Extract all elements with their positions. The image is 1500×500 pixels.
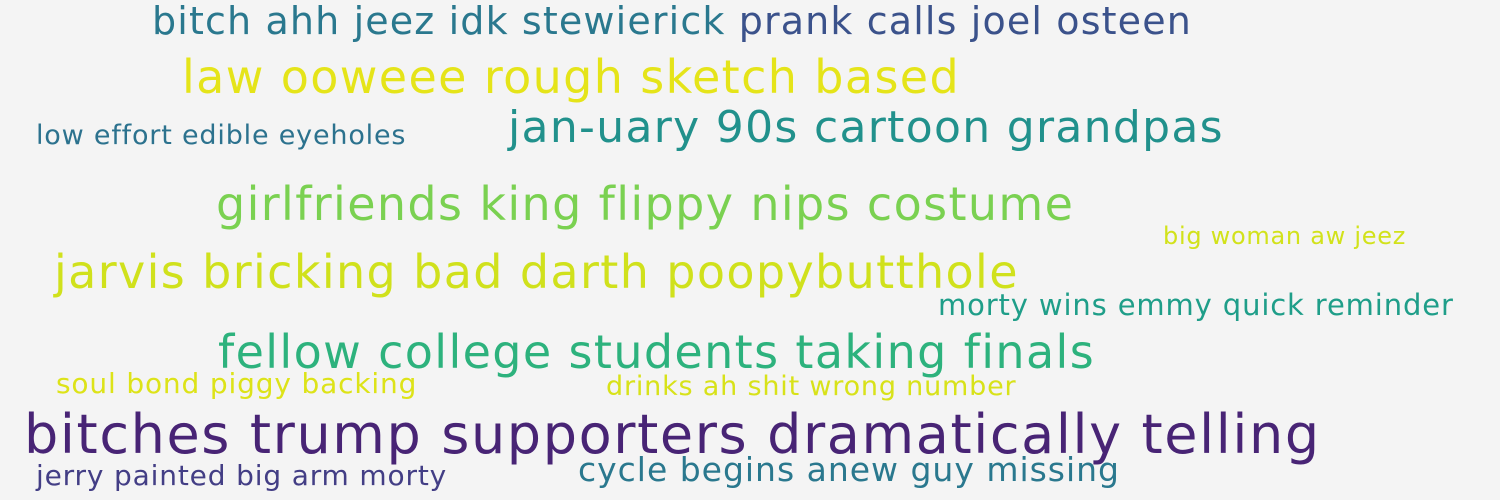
phrase-fellow-college: fellow college students taking finals: [218, 325, 1096, 379]
phrase-bitches-trump: bitches trump supporters dramatically te…: [24, 403, 1321, 466]
phrase-law-ooweee: law ooweee rough sketch based: [182, 50, 961, 104]
phrase-soul-bond: soul bond piggy backing: [56, 367, 418, 400]
phrase-stewierick-prank-calls: bitch ahh jeez idk stewierick prank call…: [152, 2, 1192, 40]
phrase-morty-wins: morty wins emmy quick reminder: [938, 288, 1454, 322]
phrase-girlfriends-king: girlfriends king flippy nips costume: [216, 177, 1075, 231]
phrase-jerry-painted: jerry painted big arm morty: [36, 459, 448, 492]
phrase-jarvis-bricking: jarvis bricking bad darth poopybutthole: [54, 245, 1019, 299]
phrase-cycle-begins: cycle begins anew guy missing: [578, 450, 1120, 489]
phrase-jan-uary: jan-uary 90s cartoon grandpas: [508, 102, 1224, 153]
phrase-low-effort: low effort edible eyeholes: [36, 120, 407, 151]
phrase-part-joel-osteen: prank calls joel osteen: [738, 0, 1192, 43]
phrase-big-woman: big woman aw jeez: [1163, 222, 1407, 250]
phrase-drinks-ah: drinks ah shit wrong number: [606, 371, 1017, 402]
phrase-part-stewierick: bitch ahh jeez idk stewierick: [152, 0, 739, 43]
